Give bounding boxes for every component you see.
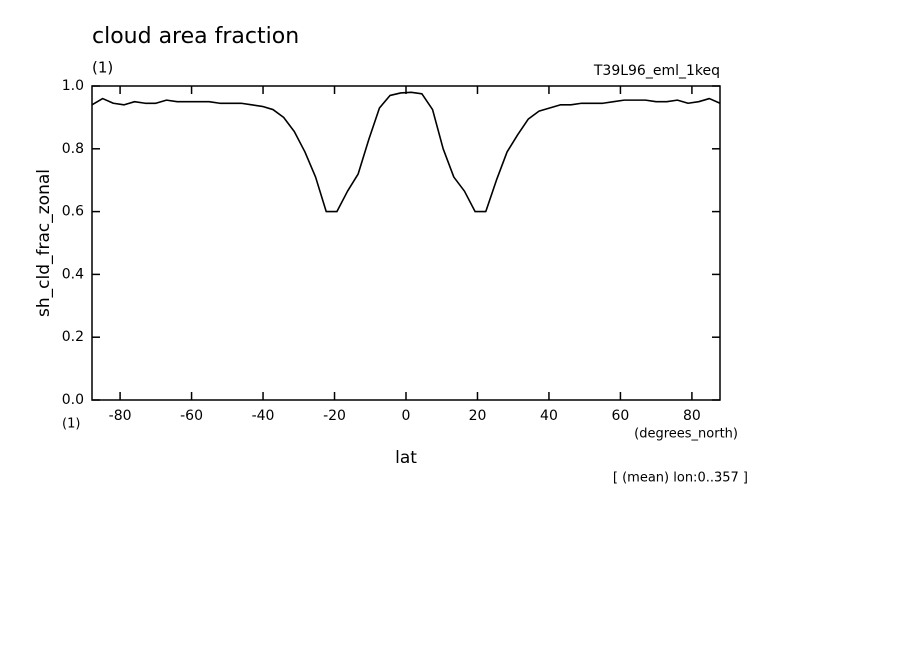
x-units: (degrees_north): [634, 427, 738, 442]
x-tick-label: 40: [540, 408, 558, 424]
x-tick-label: -20: [323, 408, 346, 424]
y-axis-label: sh_cld_frac_zonal: [34, 169, 54, 317]
x-tick-label: 60: [612, 408, 630, 424]
x-tick-label: -40: [252, 408, 275, 424]
y-tick-label: 1.0: [62, 78, 84, 94]
y-tick-label: 0.8: [62, 141, 84, 157]
x-tick-label: -80: [109, 408, 132, 424]
y-tick-label: 0.4: [62, 266, 84, 282]
y-tick-label: 0.6: [62, 204, 84, 220]
x-tick-label: 0: [402, 408, 411, 424]
plot-frame: [91, 85, 721, 401]
x-tick-label: -60: [180, 408, 203, 424]
chart-subtitle: (1): [92, 59, 113, 77]
y-units: (1): [62, 417, 80, 432]
chart-title: cloud area fraction: [92, 24, 299, 49]
dataset-label: T39L96_eml_1keq: [593, 63, 720, 79]
x-tick-label: 80: [683, 408, 701, 424]
y-tick-label: 0.0: [62, 392, 84, 408]
x-axis-label: lat: [395, 448, 417, 468]
y-tick-label: 0.2: [62, 329, 84, 345]
annotation: [ (mean) lon:0..357 ]: [613, 471, 748, 486]
x-tick-label: 20: [469, 408, 487, 424]
data-line: [91, 91, 721, 213]
